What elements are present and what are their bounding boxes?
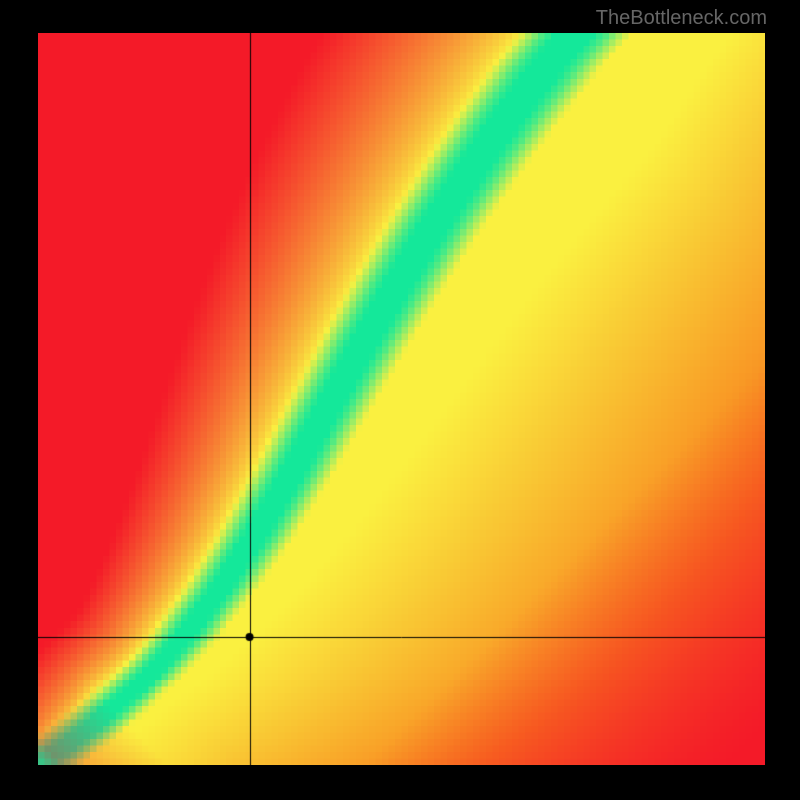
crosshair-overlay xyxy=(38,33,765,765)
chart-container: TheBottleneck.com xyxy=(0,0,800,800)
watermark-text: TheBottleneck.com xyxy=(596,7,767,30)
